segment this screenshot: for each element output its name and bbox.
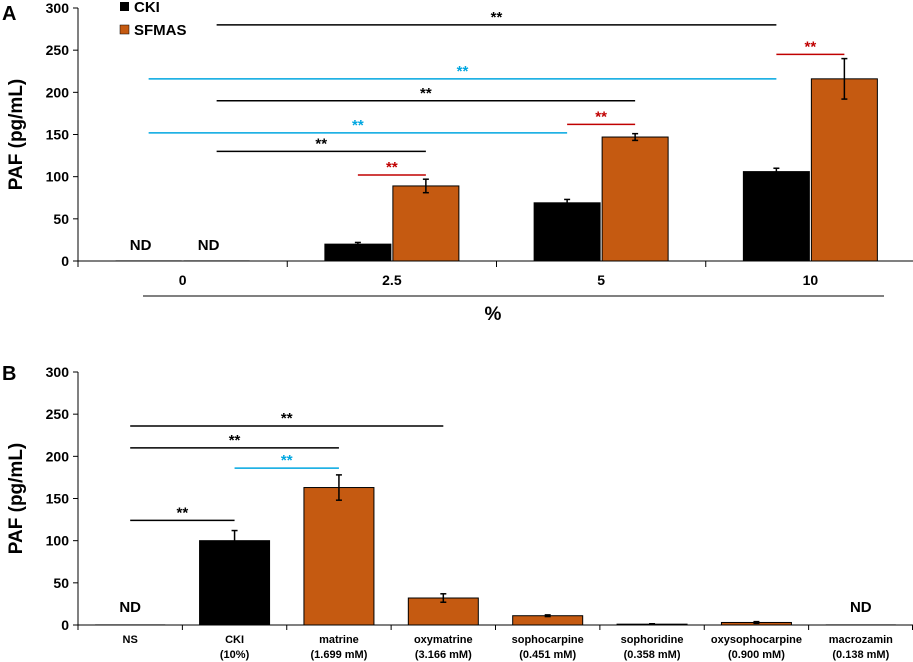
x-category-sublabel: (0.900 mM)	[728, 649, 785, 661]
significance-label: **	[352, 117, 364, 134]
x-category-sublabel: (0.138 mM)	[832, 649, 889, 661]
y-tick-label: 100	[46, 533, 70, 549]
y-tick-label: 300	[46, 364, 70, 380]
x-category-sublabel: (3.166 mM)	[415, 649, 472, 661]
y-tick-label: 0	[61, 617, 69, 633]
bar-cki	[533, 202, 601, 262]
y-tick-label: 250	[46, 42, 70, 58]
x-axis-label: %	[485, 304, 502, 325]
x-category-label: macrozamin	[829, 634, 893, 646]
y-tick-label: 250	[46, 406, 70, 422]
legend-label-cki: CKI	[134, 0, 160, 16]
bar-cki	[324, 243, 392, 262]
bar-sfmas	[810, 78, 878, 262]
bar	[199, 540, 271, 626]
x-category-label: CKI	[225, 634, 244, 646]
y-tick-label: 100	[46, 169, 70, 185]
y-axis-label: PAF (pg/mL)	[6, 79, 27, 191]
panel-a-chart: 0 50 100 150 200 250 300 0 2.5 5 10% PAF (pg/mL) ND N…	[6, 0, 913, 325]
significance-label: **	[315, 135, 327, 152]
legend-label-sfmas: SFMAS	[134, 22, 187, 39]
x-category-sublabel: (0.451 mM)	[519, 649, 576, 661]
y-tick-label: 150	[46, 127, 70, 143]
x-tick-label: 5	[597, 272, 605, 288]
nd-label: ND	[850, 599, 872, 616]
y-axis-label: PAF (pg/mL)	[6, 443, 27, 555]
significance-label: **	[281, 410, 293, 427]
nd-label: ND	[130, 237, 152, 254]
x-tick-label: 2.5	[382, 272, 402, 288]
y-tick-label: 50	[53, 575, 69, 591]
x-category-label: matrine	[319, 634, 359, 646]
x-category-label: oxysophocarpine	[711, 634, 802, 646]
significance-label: **	[805, 38, 817, 55]
y-tick-label: 200	[46, 84, 70, 100]
legend-swatch-sfmas	[119, 24, 130, 35]
x-category-label: sophocarpine	[512, 634, 584, 646]
y-tick-label: 50	[53, 211, 69, 227]
significance-label: **	[386, 159, 398, 176]
significance-label: **	[177, 504, 189, 521]
panel-a-letter: A	[2, 3, 16, 25]
legend-swatch-cki	[120, 2, 129, 11]
x-category-label: NS	[123, 634, 138, 646]
x-category-label: sophoridine	[621, 634, 684, 646]
y-tick-label: 300	[46, 0, 70, 16]
panel-b-letter: B	[2, 363, 16, 385]
y-tick-label: 0	[61, 253, 69, 269]
significance-label: **	[229, 432, 241, 449]
x-category-sublabel: (0.358 mM)	[624, 649, 681, 661]
bar-sfmas	[392, 185, 460, 262]
bar-cki	[742, 171, 810, 262]
significance-label: **	[281, 452, 293, 469]
x-category-sublabel: (1.699 mM)	[311, 649, 368, 661]
x-tick-label: 0	[179, 272, 187, 288]
nd-label: ND	[119, 599, 141, 616]
panel-b-chart: 0 50 100 150 200 250 300 PAF (pg/mL) NS CKI (10%) m…	[6, 364, 913, 661]
bar	[303, 487, 375, 626]
nd-label: ND	[198, 237, 220, 254]
significance-label: **	[457, 63, 469, 80]
bar-sfmas	[601, 136, 669, 262]
y-tick-label: 200	[46, 448, 70, 464]
x-tick-label: 10	[803, 272, 819, 288]
significance-label: **	[491, 9, 503, 26]
significance-label: **	[595, 108, 607, 125]
x-category-label: oxymatrine	[414, 634, 473, 646]
x-category-sublabel: (10%)	[220, 649, 250, 661]
significance-label: **	[420, 85, 432, 102]
y-tick-label: 150	[46, 491, 70, 507]
